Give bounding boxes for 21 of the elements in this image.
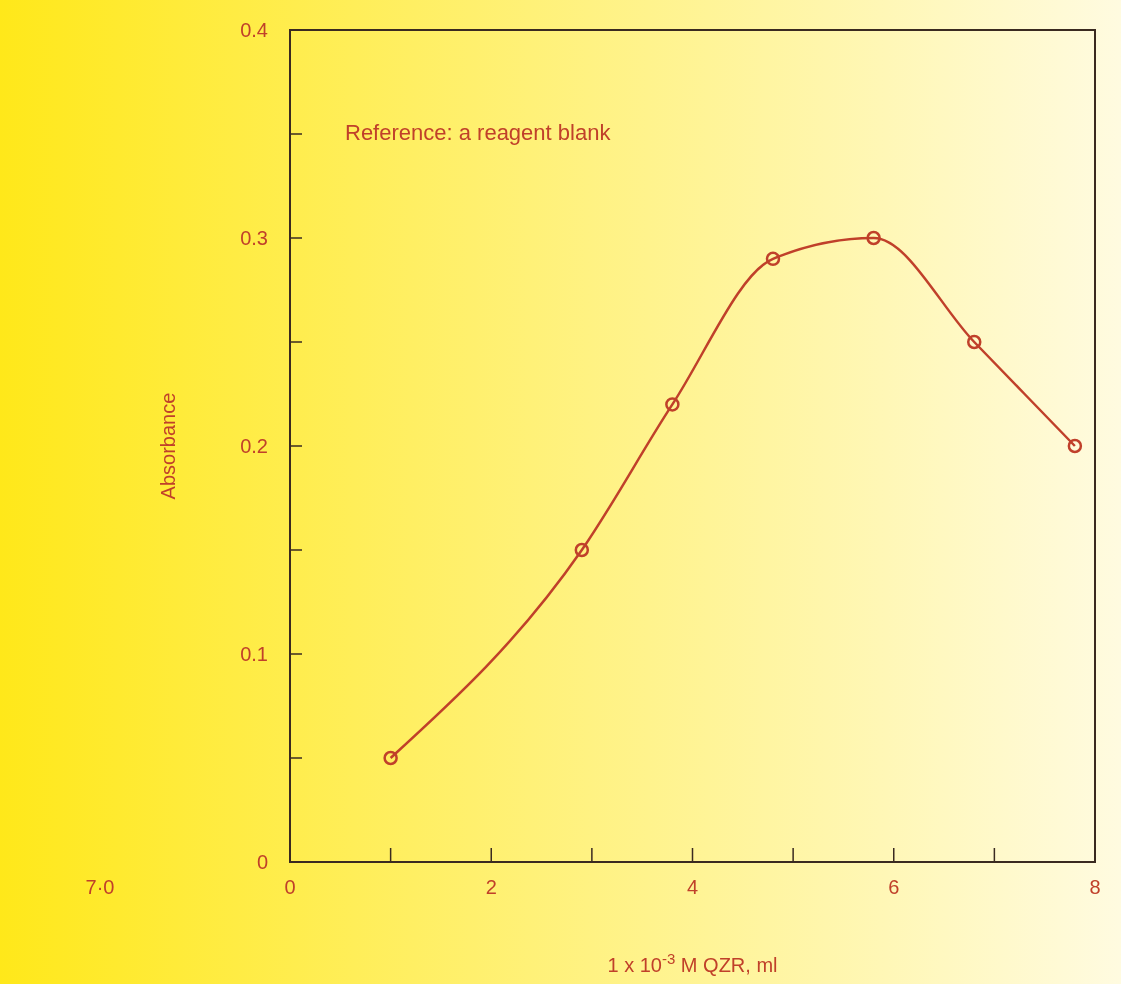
y-tick-label: 0: [256, 851, 268, 873]
point: [1067, 438, 1083, 454]
text: 7·0: [85, 876, 115, 898]
x-tick-label: 8: [1089, 876, 1101, 898]
x-axis-title: 1 x 10$^{-3}$ M QZR, ml: [607, 949, 778, 976]
y-axis-title: Absorbance: [157, 392, 179, 500]
point: [967, 334, 982, 350]
x-tick-label: 4: [686, 876, 699, 898]
point: [866, 230, 881, 246]
point: [665, 397, 680, 412]
x-tick-label: 0: [284, 876, 296, 898]
y-tick-label: 0.1: [240, 643, 268, 665]
y-tick-label: 0.2: [240, 435, 268, 457]
x-tick-label: 2: [485, 876, 497, 898]
annotation: Reference: a reagent blank: [345, 120, 612, 145]
point: [765, 251, 781, 267]
x-tick-label: 6: [888, 876, 900, 898]
y-tick-label: 0.3: [240, 227, 268, 249]
point: [383, 750, 398, 766]
y-tick-label: 0.4: [240, 19, 268, 41]
point: [574, 542, 590, 558]
